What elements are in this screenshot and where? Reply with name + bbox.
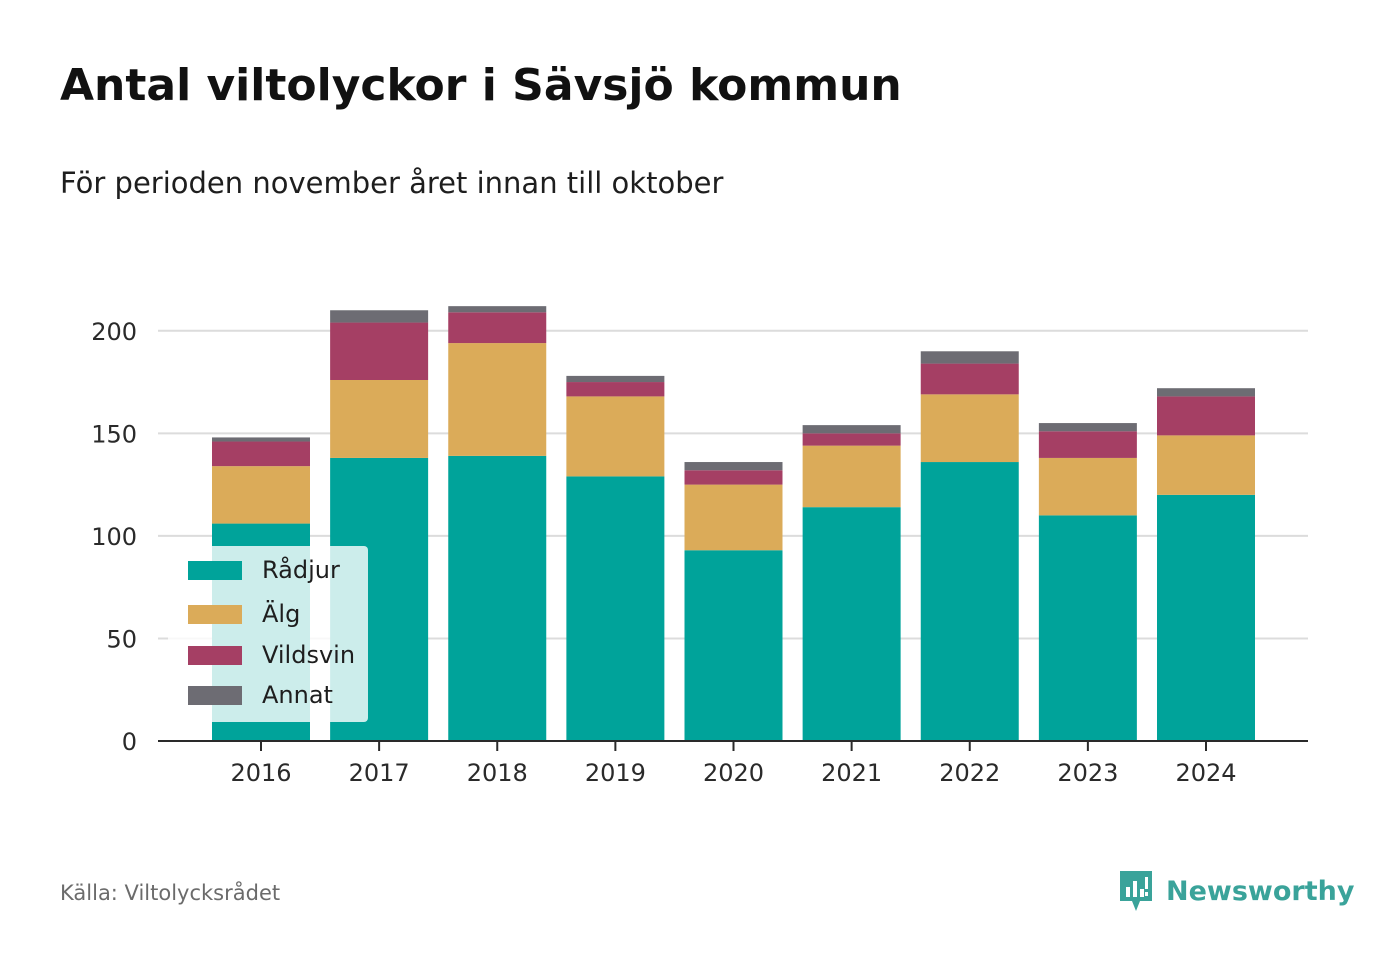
x-axis: 2016 2017 2018 2019 2020 2021 2022 2023 2024 xyxy=(158,740,1308,787)
bar-segment xyxy=(1157,396,1255,436)
legend-item-alg: Älg xyxy=(188,599,300,629)
bar-segment xyxy=(566,375,665,383)
bar-segment xyxy=(212,441,310,467)
bar-segment xyxy=(448,343,547,456)
legend-swatch xyxy=(188,604,242,624)
legend-item-vildsvin: Vildsvin xyxy=(188,640,355,670)
bar-segment xyxy=(566,396,665,477)
bar-segment xyxy=(448,306,547,313)
bar-segment xyxy=(920,363,1019,395)
bar-segment xyxy=(448,455,547,741)
x-tick-label: 2024 xyxy=(1175,759,1236,787)
legend-item-annat: Annat xyxy=(188,680,333,710)
bar-segment xyxy=(920,462,1019,741)
x-tick-label: 2017 xyxy=(349,759,410,787)
legend-swatch xyxy=(188,560,242,580)
legend-label: Vildsvin xyxy=(262,641,356,669)
brand-logo: Newsworthy xyxy=(1118,869,1354,913)
y-tick-label: 0 xyxy=(122,728,137,756)
bar-segment xyxy=(1038,423,1137,432)
bar-segment xyxy=(684,462,783,471)
bar-segment xyxy=(802,507,901,741)
y-tick-label: 200 xyxy=(91,318,137,346)
legend-item-radjur: Rådjur xyxy=(188,555,340,585)
x-tick-label: 2019 xyxy=(585,759,646,787)
bar-segment xyxy=(802,445,901,508)
bar-segment xyxy=(802,433,901,446)
chart-subtitle: För perioden november året innan till ok… xyxy=(60,166,724,200)
bar-segment xyxy=(330,322,429,380)
bar-chart-speech-bubble-icon xyxy=(1120,871,1152,911)
legend-label: Rådjur xyxy=(262,556,340,584)
bar-segment xyxy=(802,425,901,434)
bars xyxy=(212,306,1255,741)
bar-segment xyxy=(448,312,547,344)
y-tick-label: 150 xyxy=(91,420,137,448)
x-tick-label: 2020 xyxy=(703,759,764,787)
bar-segment xyxy=(330,310,429,323)
bar-segment xyxy=(566,476,665,741)
bar-segment xyxy=(212,437,310,442)
y-tick-label: 50 xyxy=(106,625,137,653)
bar-segment xyxy=(920,351,1019,364)
bar-segment xyxy=(684,484,783,551)
x-tick-label: 2018 xyxy=(467,759,528,787)
legend-label: Annat xyxy=(262,681,333,709)
x-tick-label: 2016 xyxy=(230,759,291,787)
y-tick-label: 100 xyxy=(91,523,137,551)
bar-segment xyxy=(1157,388,1255,397)
bar-segment xyxy=(330,379,429,458)
x-tick-label: 2022 xyxy=(939,759,1000,787)
x-tick-label: 2023 xyxy=(1057,759,1118,787)
bar-segment xyxy=(684,470,783,485)
bar-segment xyxy=(684,550,783,741)
bar-segment xyxy=(1157,435,1255,495)
legend: Rådjur Älg Vildsvin Annat xyxy=(168,546,368,722)
legend-label: Älg xyxy=(262,600,301,628)
bar-segment xyxy=(212,466,310,524)
bar-segment xyxy=(1038,457,1137,516)
y-axis: 0 50 100 150 200 xyxy=(91,318,137,756)
bar-segment xyxy=(920,394,1019,463)
bar-segment xyxy=(1038,431,1137,458)
legend-swatch xyxy=(188,645,242,665)
bar-segment xyxy=(1157,494,1255,741)
legend-swatch xyxy=(188,685,242,705)
bar-segment xyxy=(566,382,665,397)
bar-segment xyxy=(1038,515,1137,741)
x-tick-label: 2021 xyxy=(821,759,882,787)
chart-title: Antal viltolyckor i Sävsjö kommun xyxy=(60,60,902,111)
brand-name: Newsworthy xyxy=(1166,875,1355,907)
source-note: Källa: Viltolycksrådet xyxy=(60,881,281,905)
